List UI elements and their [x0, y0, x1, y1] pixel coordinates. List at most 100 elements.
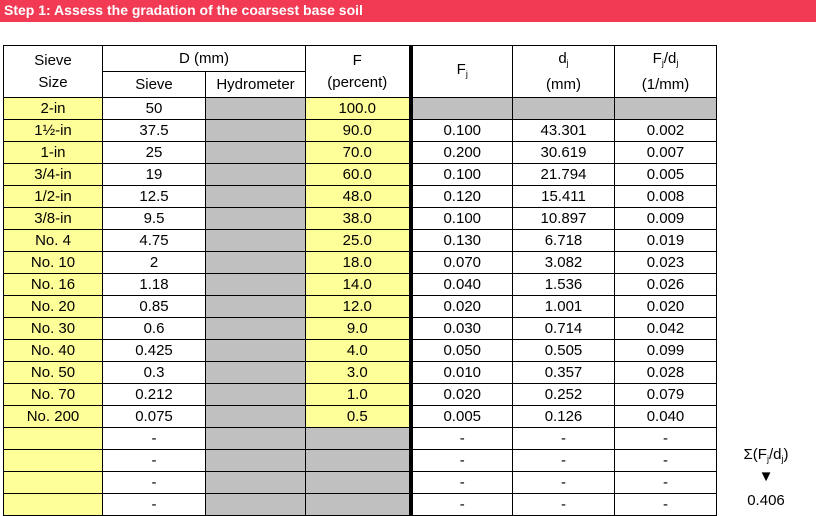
cell-dj: 0.714 — [512, 317, 615, 340]
step-banner: Step 1: Assess the gradation of the coar… — [0, 0, 816, 22]
cell-fj: 0.040 — [410, 273, 513, 296]
cell-sieve-size[interactable]: 1/2-in — [3, 185, 103, 208]
cell-sieve-size[interactable]: No. 20 — [3, 295, 103, 318]
cell-f-percent[interactable]: 60.0 — [305, 163, 413, 186]
cell-f-percent[interactable]: 1.0 — [305, 383, 413, 406]
cell-dj: 0.126 — [512, 405, 615, 428]
header-dj-text: d — [558, 49, 567, 67]
cell-dj: 30.619 — [512, 141, 615, 164]
cell-hydrometer — [205, 207, 306, 230]
cell-f-percent[interactable] — [305, 493, 413, 516]
cell-hydrometer — [205, 383, 306, 406]
header-dj-unit: (mm) — [546, 75, 581, 93]
down-arrow-icon: ▼ — [758, 468, 774, 485]
cell-fjdj: 0.099 — [614, 339, 717, 362]
header-fj-sub: j — [465, 68, 468, 79]
cell-fjdj: 0.007 — [614, 141, 717, 164]
cell-f-percent[interactable]: 25.0 — [305, 229, 413, 252]
table-row: No. 4 4.75 25.0 0.130 6.718 0.019 — [3, 229, 717, 252]
cell-fj: 0.120 — [410, 185, 513, 208]
cell-f-percent[interactable]: 12.0 — [305, 295, 413, 318]
cell-f-percent[interactable]: 14.0 — [305, 273, 413, 296]
cell-fj: 0.030 — [410, 317, 513, 340]
cell-sieve-size[interactable] — [3, 427, 103, 450]
table-row: No. 20 0.85 12.0 0.020 1.001 0.020 — [3, 295, 717, 318]
header-fjdj-unit: (1/mm) — [641, 75, 690, 93]
table-row: No. 40 0.425 4.0 0.050 0.505 0.099 — [3, 339, 717, 362]
cell-sieve-size[interactable]: No. 200 — [3, 405, 103, 428]
cell-sieve-size[interactable]: 3/8-in — [3, 207, 103, 230]
cell-f-percent[interactable]: 4.0 — [305, 339, 413, 362]
cell-dj: - — [512, 471, 615, 494]
table-row: ---- — [3, 427, 717, 450]
cell-sieve-mm: 19 — [102, 163, 206, 186]
table-row: 1-in 25 70.0 0.200 30.619 0.007 — [3, 141, 717, 164]
cell-sieve-mm: 25 — [102, 141, 206, 164]
cell-f-percent[interactable] — [305, 427, 413, 450]
header-dj: dj (mm) — [512, 45, 615, 98]
table-row: ---- — [3, 471, 717, 494]
sum-value: 0.406 — [747, 492, 785, 509]
cell-fj: 0.005 — [410, 405, 513, 428]
table-row: 2-in 50 100.0 — [3, 97, 717, 120]
cell-f-percent[interactable]: 90.0 — [305, 119, 413, 142]
table-row: No. 16 1.18 14.0 0.040 1.536 0.026 — [3, 273, 717, 296]
header-sieve: Sieve — [102, 71, 206, 98]
header-hydrometer: Hydrometer — [205, 71, 306, 98]
header-dj-sub: j — [566, 57, 569, 68]
cell-f-percent[interactable]: 48.0 — [305, 185, 413, 208]
cell-f-percent[interactable]: 9.0 — [305, 317, 413, 340]
cell-sieve-size[interactable]: No. 50 — [3, 361, 103, 384]
table-row: No. 50 0.3 3.0 0.010 0.357 0.028 — [3, 361, 717, 384]
cell-f-percent[interactable]: 0.5 — [305, 405, 413, 428]
cell-hydrometer — [205, 163, 306, 186]
cell-dj: 21.794 — [512, 163, 615, 186]
cell-f-percent[interactable] — [305, 449, 413, 472]
cell-hydrometer — [205, 185, 306, 208]
cell-sieve-size[interactable]: 1½-in — [3, 119, 103, 142]
cell-hydrometer — [205, 361, 306, 384]
cell-sieve-size[interactable]: 2-in — [3, 97, 103, 120]
cell-dj — [512, 97, 615, 120]
header-fjdj-sub1: j — [661, 57, 664, 68]
cell-sieve-size[interactable] — [3, 471, 103, 494]
cell-fjdj: 0.020 — [614, 295, 717, 318]
cell-sieve-size[interactable] — [3, 493, 103, 516]
step-title: Step 1: Assess the gradation of the coar… — [4, 2, 363, 18]
cell-f-percent[interactable] — [305, 471, 413, 494]
cell-sieve-mm: - — [102, 427, 206, 450]
cell-hydrometer — [205, 295, 306, 318]
cell-sieve-size[interactable]: No. 4 — [3, 229, 103, 252]
cell-sieve-size[interactable]: 3/4-in — [3, 163, 103, 186]
cell-sieve-size[interactable] — [3, 449, 103, 472]
cell-f-percent[interactable]: 100.0 — [305, 97, 413, 120]
cell-fj: - — [410, 471, 513, 494]
cell-sieve-mm: 0.3 — [102, 361, 206, 384]
cell-hydrometer — [205, 493, 306, 516]
cell-f-percent[interactable]: 38.0 — [305, 207, 413, 230]
header-fj: Fj — [410, 45, 513, 98]
cell-sieve-size[interactable]: No. 30 — [3, 317, 103, 340]
cell-sieve-size[interactable]: No. 40 — [3, 339, 103, 362]
cell-sieve-size[interactable]: No. 70 — [3, 383, 103, 406]
table-row: No. 30 0.6 9.0 0.030 0.714 0.042 — [3, 317, 717, 340]
cell-hydrometer — [205, 405, 306, 428]
cell-fj: 0.100 — [410, 163, 513, 186]
cell-sieve-mm: 0.425 — [102, 339, 206, 362]
cell-fj: 0.100 — [410, 119, 513, 142]
cell-fj: 0.130 — [410, 229, 513, 252]
cell-fjdj — [614, 97, 717, 120]
table-row: No. 200 0.075 0.5 0.005 0.126 0.040 — [3, 405, 717, 428]
cell-hydrometer — [205, 339, 306, 362]
cell-f-percent[interactable]: 18.0 — [305, 251, 413, 274]
cell-f-percent[interactable]: 3.0 — [305, 361, 413, 384]
cell-f-percent[interactable]: 70.0 — [305, 141, 413, 164]
cell-fjdj: 0.009 — [614, 207, 717, 230]
cell-sieve-size[interactable]: 1-in — [3, 141, 103, 164]
cell-sieve-mm: 1.18 — [102, 273, 206, 296]
header-f-line2: (percent) — [327, 73, 388, 91]
cell-sieve-size[interactable]: No. 10 — [3, 251, 103, 274]
cell-fj: 0.070 — [410, 251, 513, 274]
header-fjdj-sub2: j — [676, 57, 679, 68]
cell-sieve-size[interactable]: No. 16 — [3, 273, 103, 296]
